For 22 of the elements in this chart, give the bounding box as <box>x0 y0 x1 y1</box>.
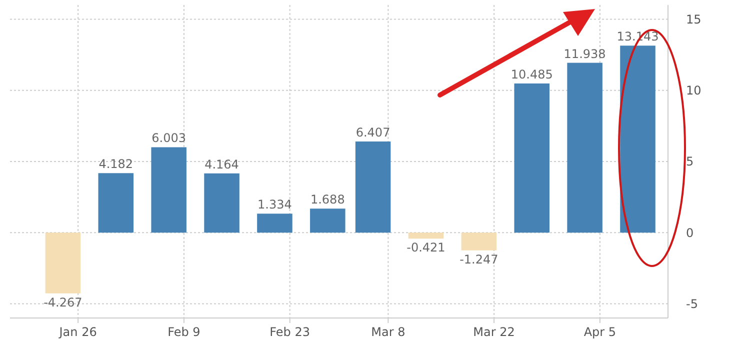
data-label: -1.247 <box>460 252 498 266</box>
data-label: -4.267 <box>44 295 82 310</box>
x-tick-label: Mar 8 <box>371 325 406 339</box>
data-label: 1.688 <box>310 192 345 207</box>
y-tick-label: 5 <box>686 154 694 169</box>
y-tick-label: 15 <box>686 12 702 26</box>
y-tick-label: -5 <box>686 296 698 311</box>
y-tick-label: 0 <box>686 226 694 240</box>
data-label: 1.334 <box>258 198 292 212</box>
x-tick-label: Feb 9 <box>168 325 200 339</box>
x-tick-label: Feb 23 <box>270 325 310 339</box>
data-label: 4.164 <box>204 157 239 172</box>
x-tick-label: Mar 22 <box>473 325 515 339</box>
data-label: 10.485 <box>510 67 553 82</box>
data-label: -0.421 <box>406 240 446 255</box>
y-tick-label: 10 <box>686 84 702 98</box>
data-label: 6.407 <box>356 125 390 140</box>
data-label: 11.938 <box>564 46 606 61</box>
x-tick-label: Jan 26 <box>58 325 97 339</box>
x-tick-label: Apr 5 <box>584 325 616 339</box>
data-label: 6.003 <box>152 131 186 146</box>
data-label: 4.182 <box>98 157 134 172</box>
